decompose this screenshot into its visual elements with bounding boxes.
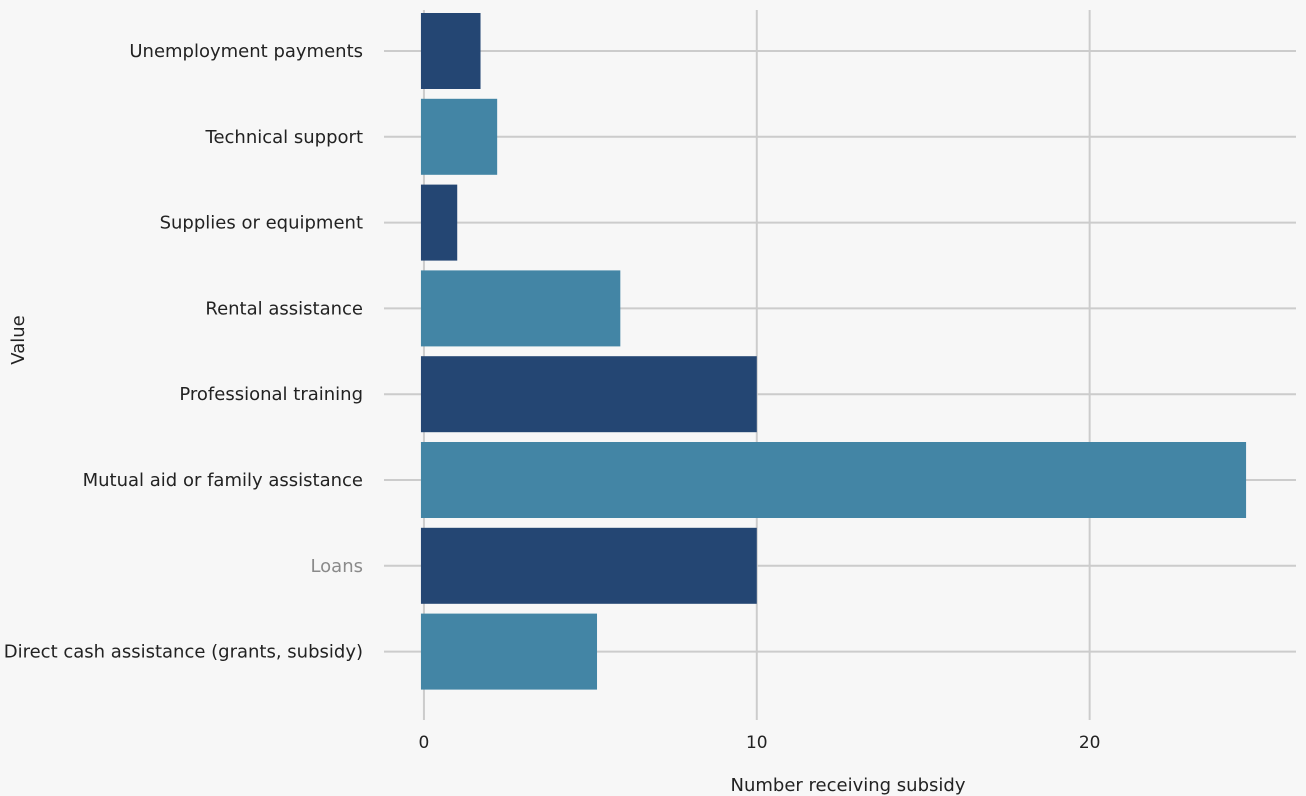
x-axis-title: Number receiving subsidy (731, 775, 966, 796)
bar (420, 13, 481, 89)
bar (420, 527, 757, 604)
bar (420, 270, 621, 347)
category-label: Professional training (179, 384, 363, 405)
category-labels: Unemployment payments Technical support Su… (4, 41, 363, 663)
category-label: Unemployment payments (129, 41, 363, 62)
x-tick-labels: 0 10 20 (419, 733, 1101, 753)
x-tick-label: 20 (1079, 733, 1101, 753)
bar (420, 184, 458, 261)
category-label: Mutual aid or family assistance (83, 470, 363, 491)
bar (420, 356, 757, 433)
x-tick-label: 0 (419, 733, 430, 753)
x-tick-label: 10 (746, 733, 768, 753)
bar (420, 613, 598, 690)
category-label: Direct cash assistance (grants, subsidy) (4, 642, 363, 663)
bars (420, 13, 1247, 690)
category-label: Rental assistance (205, 298, 363, 319)
category-label: Supplies or equipment (160, 213, 363, 234)
bar (420, 98, 498, 175)
category-label: Technical support (205, 127, 363, 148)
category-label: Loans (310, 556, 363, 577)
y-axis-title: Value (8, 315, 29, 364)
bar (420, 442, 1247, 518)
